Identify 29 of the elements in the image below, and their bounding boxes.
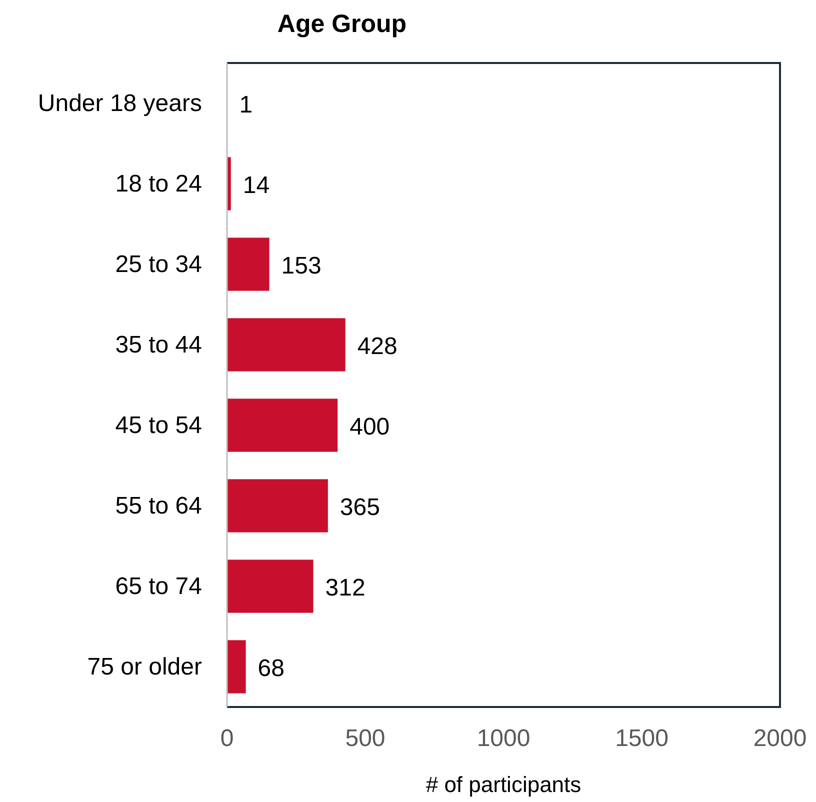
data-label: 14: [242, 172, 270, 200]
data-label: 68: [258, 655, 285, 682]
x-tick-label: 2000: [753, 725, 807, 752]
data-label: 312: [325, 574, 366, 602]
y-tick-label: 65 to 74: [115, 572, 202, 600]
data-label: 365: [340, 494, 380, 522]
bar: [227, 479, 328, 532]
data-label: 400: [350, 414, 390, 441]
x-axis-title: # of participants: [426, 772, 582, 797]
chart-title: Age Group: [277, 10, 407, 38]
data-label: 153: [281, 252, 322, 280]
bar: [227, 398, 338, 452]
y-tick-label: 75 or older: [87, 653, 202, 680]
bar: [227, 318, 346, 372]
x-tick-label: 500: [345, 725, 386, 752]
y-tick-label: Under 18 years: [38, 90, 202, 117]
y-tick-label: 25 to 34: [115, 250, 202, 278]
x-tick-label: 0: [220, 725, 234, 752]
y-tick-label: 18 to 24: [115, 170, 202, 198]
data-label: 428: [357, 333, 398, 360]
data-label: 1: [239, 92, 253, 119]
x-tick-label: 1000: [476, 725, 530, 752]
bar: [227, 238, 270, 291]
x-tick-label: 1500: [615, 725, 668, 752]
y-tick-label: 35 to 44: [115, 331, 202, 358]
y-tick-label: 55 to 64: [115, 492, 202, 520]
bar: [227, 560, 314, 613]
bar: [227, 640, 246, 694]
y-tick-label: 45 to 54: [115, 412, 202, 439]
